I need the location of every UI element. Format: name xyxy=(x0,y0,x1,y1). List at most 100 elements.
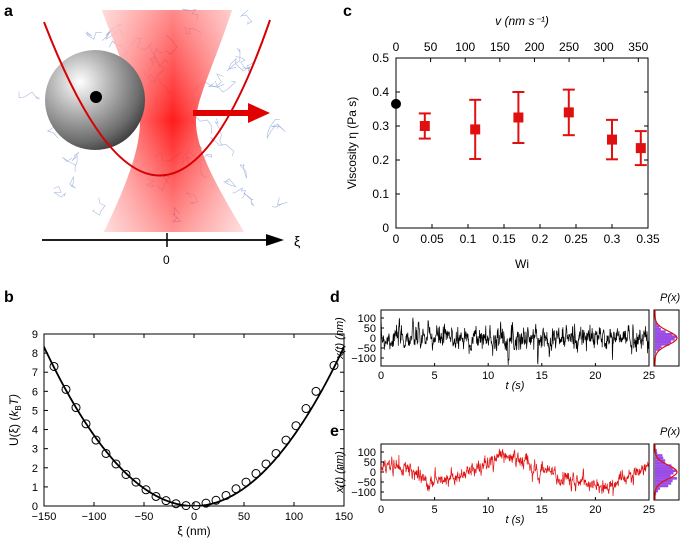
histogram-bar xyxy=(655,487,661,490)
data-point-b xyxy=(329,361,339,371)
data-point-b xyxy=(251,469,261,479)
data-point-b xyxy=(221,490,231,500)
x-tick-label-c: 0.15 xyxy=(492,232,516,246)
data-points-b xyxy=(49,361,339,511)
polymer-strand xyxy=(18,91,41,100)
xi-axis-arrowhead xyxy=(266,234,284,246)
y-tick-label-b: 8 xyxy=(32,348,38,360)
histogram-bar xyxy=(655,330,666,333)
xi-axis-zero-label: 0 xyxy=(163,253,170,267)
polymer-strand xyxy=(226,47,241,72)
data-point-b xyxy=(161,496,171,506)
polymer-strand xyxy=(271,123,286,132)
data-point-b xyxy=(301,404,311,414)
data-point-b xyxy=(121,469,131,479)
data-point-b xyxy=(151,491,161,501)
y-tick-label-b: 4 xyxy=(32,425,38,437)
x-tick-label-c: 0.25 xyxy=(564,232,588,246)
y-tick-label: −50 xyxy=(357,477,376,489)
x-axis-label-d: t (s) xyxy=(506,380,525,392)
y-tick-label-b: 9 xyxy=(32,329,38,341)
y-tick-label: 0 xyxy=(370,467,376,479)
data-point-b xyxy=(171,499,181,509)
polymer-strand xyxy=(217,81,237,93)
histogram-bar xyxy=(655,451,658,455)
histogram-bar xyxy=(655,340,672,344)
x-tick-label: 20 xyxy=(589,504,601,516)
data-point-b xyxy=(181,501,191,511)
data-point-c xyxy=(607,134,617,145)
x-tick-label-c: 0 xyxy=(393,232,400,246)
histogram-bar xyxy=(655,461,666,465)
data-point-b xyxy=(261,459,271,469)
y-axis-label-e: x(t) (nm) xyxy=(334,451,346,494)
x-tick-label-b: −100 xyxy=(82,511,107,523)
axis-ticks-c: 0 0.05 0.1 0.15 0.2 0.25 0.3 0.35 0 0.1 0.2 0.3 0.4 0… xyxy=(372,40,660,246)
x-tick-label: 25 xyxy=(643,370,655,382)
data-point-b xyxy=(201,498,211,508)
data-point-b xyxy=(141,485,151,495)
x-tick-label: 15 xyxy=(536,504,548,516)
data-points-c xyxy=(391,88,647,167)
potential-parabola-curve xyxy=(43,19,271,177)
data-point-c xyxy=(470,124,481,135)
x2-axis-label-c: v (nm s⁻¹) xyxy=(495,14,549,28)
x-tick-label: 20 xyxy=(589,370,601,382)
histogram-bar xyxy=(655,466,673,470)
histogram-bar xyxy=(655,325,660,328)
data-point-b xyxy=(311,386,321,396)
panel-b-label: b xyxy=(4,289,14,306)
y-tick-label-b: 2 xyxy=(32,463,38,475)
x-tick-label-c: 0.05 xyxy=(420,232,444,246)
x-tick-label-b: 50 xyxy=(238,511,250,523)
x2-tick-label-c: 0 xyxy=(393,40,400,54)
panel-e-label: e xyxy=(330,423,339,440)
trajectory-line xyxy=(381,316,649,366)
polymer-strand xyxy=(232,187,246,199)
data-point-b xyxy=(131,477,141,487)
x-tick-label-b: −50 xyxy=(135,511,154,523)
trajectory-trace-d xyxy=(381,316,649,366)
y-tick-label-c: 0.2 xyxy=(372,153,389,167)
histogram-d xyxy=(654,310,678,366)
x-tick-label-c: 0.1 xyxy=(460,232,477,246)
polymer-strand xyxy=(71,151,80,167)
fit-curve-b xyxy=(44,344,344,506)
polymer-strand xyxy=(239,9,253,25)
x-tick-label: 10 xyxy=(482,370,494,382)
x-tick-label: 5 xyxy=(432,504,438,516)
axis-ticks-b: −150 −100 −50 0 50 100 150 0 1 2 3 4 5 6 7 8 9 xyxy=(32,329,354,523)
polymer-strand xyxy=(207,73,224,88)
y-tick-label: −50 xyxy=(357,343,376,355)
y-tick-label: 50 xyxy=(364,323,376,335)
data-point-b xyxy=(49,361,59,371)
x-tick-label: 15 xyxy=(536,370,548,382)
polymer-strand xyxy=(241,60,256,72)
ylabel-b-part1: U(ξ) ( xyxy=(7,417,21,446)
polymer-strand xyxy=(240,163,247,179)
y-tick-label-c: 0.5 xyxy=(372,51,389,65)
y-tick-label: 0 xyxy=(370,333,376,345)
y-tick-label: 50 xyxy=(364,457,376,469)
data-point-b xyxy=(101,448,111,458)
histogram-bar xyxy=(655,474,671,478)
y-tick-label-c: 0 xyxy=(382,221,389,235)
data-point-b xyxy=(81,419,91,429)
histogram-bar xyxy=(655,350,657,354)
histogram-bar xyxy=(655,469,677,472)
histogram-bar xyxy=(655,484,669,488)
ylabel-b-part4: T) xyxy=(7,394,21,405)
x2-tick-label-c: 250 xyxy=(559,40,579,54)
polymer-strand xyxy=(223,178,237,188)
data-point-b xyxy=(241,477,251,487)
histogram-label-e: P(x) xyxy=(660,426,681,438)
histogram-bar xyxy=(655,345,662,349)
histogram-bar xyxy=(655,353,656,356)
panel-c-label: c xyxy=(343,3,352,20)
x-tick-label-b: 150 xyxy=(335,511,353,523)
y-tick-label-b: 3 xyxy=(32,444,38,456)
panel-a-schematic: a v 0 ξ xyxy=(4,3,300,267)
data-point-b xyxy=(91,435,101,445)
